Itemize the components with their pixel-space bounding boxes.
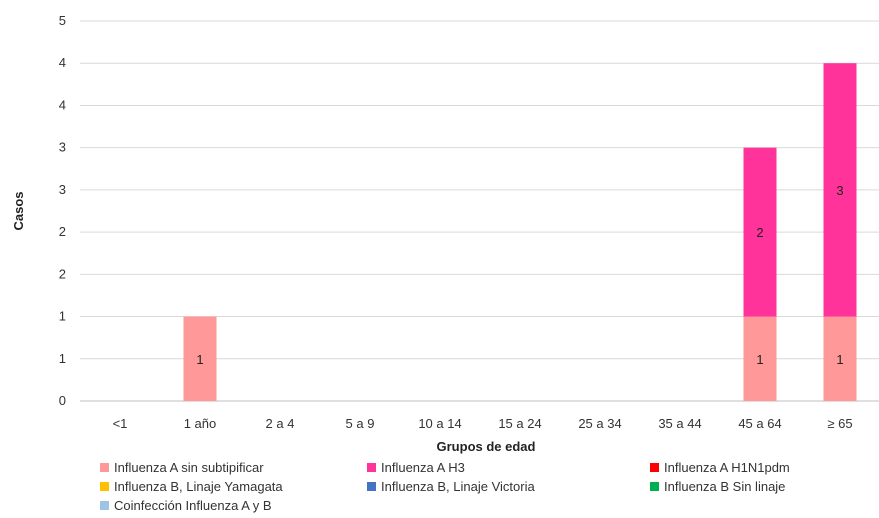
data-label: 2 (756, 225, 763, 240)
y-tick-label: 2 (59, 224, 66, 239)
legend-swatch (367, 482, 376, 491)
x-tick-label: 45 a 64 (738, 416, 781, 431)
y-axis-tick-labels: 0 1 1 2 2 3 3 4 4 5 (59, 13, 66, 408)
bar-segment (743, 147, 777, 317)
legend-label: Influenza A H3 (381, 460, 465, 475)
legend-label: Influenza A sin subtipificar (114, 460, 264, 475)
x-tick-label: 1 año (184, 416, 217, 431)
y-tick-label: 4 (59, 97, 66, 112)
y-tick-label: 5 (59, 13, 66, 28)
y-axis-title: Casos (11, 191, 26, 230)
legend-label: Influenza B, Linaje Victoria (381, 479, 535, 494)
x-axis-tick-labels: <1 1 año 2 a 4 5 a 9 10 a 14 15 a 24 25 a 34 35… (113, 416, 853, 431)
bar-segment (743, 316, 777, 401)
y-tick-label: 4 (59, 55, 66, 70)
y-tick-label: 1 (59, 351, 66, 366)
legend-item: Influenza A H3 (367, 460, 465, 475)
bar-segment (823, 63, 857, 317)
data-label: 1 (196, 352, 203, 367)
bar-segment (823, 316, 857, 401)
y-tick-label: 0 (59, 393, 66, 408)
x-tick-label: 25 a 34 (578, 416, 621, 431)
legend-label: Coinfección Influenza A y B (114, 498, 272, 513)
legend-item: Influenza A sin subtipificar (100, 460, 264, 475)
legend-label: Influenza B, Linaje Yamagata (114, 479, 283, 494)
legend-item: Influenza B, Linaje Victoria (367, 479, 535, 494)
bars: 1 1 2 1 3 (183, 63, 857, 401)
legend-item: Coinfección Influenza A y B (100, 498, 272, 513)
y-tick-label: 1 (59, 309, 66, 324)
x-tick-label: 35 a 44 (658, 416, 701, 431)
legend-swatch (650, 482, 659, 491)
data-label: 3 (836, 183, 843, 198)
data-label: 1 (836, 352, 843, 367)
legend-item: Influenza A H1N1pdm (650, 460, 790, 475)
y-tick-label: 2 (59, 266, 66, 281)
x-tick-label: 2 a 4 (266, 416, 295, 431)
legend-label: Influenza A H1N1pdm (664, 460, 790, 475)
x-tick-label: 10 a 14 (418, 416, 461, 431)
x-tick-label: 5 a 9 (346, 416, 375, 431)
legend-label: Influenza B Sin linaje (664, 479, 786, 494)
legend-swatch (100, 482, 109, 491)
legend-swatch (650, 463, 659, 472)
legend-swatch (367, 463, 376, 472)
data-label: 1 (756, 352, 763, 367)
legend-item: Influenza B, Linaje Yamagata (100, 479, 283, 494)
stacked-bar-chart: 1 1 2 1 3 0 1 1 2 2 3 3 4 4 5 <1 1 año 2 a 4 5 a 9 10 a 1… (11, 13, 879, 454)
x-tick-label: ≥ 65 (827, 416, 852, 431)
y-tick-label: 3 (59, 182, 66, 197)
legend-swatch (100, 501, 109, 510)
legend-item: Influenza B Sin linaje (650, 479, 785, 494)
x-tick-label: 15 a 24 (498, 416, 541, 431)
legend-swatch (100, 463, 109, 472)
x-axis-title: Grupos de edad (437, 439, 536, 454)
y-tick-label: 3 (59, 140, 66, 155)
bar-segment (183, 316, 217, 401)
x-tick-label: <1 (113, 416, 128, 431)
